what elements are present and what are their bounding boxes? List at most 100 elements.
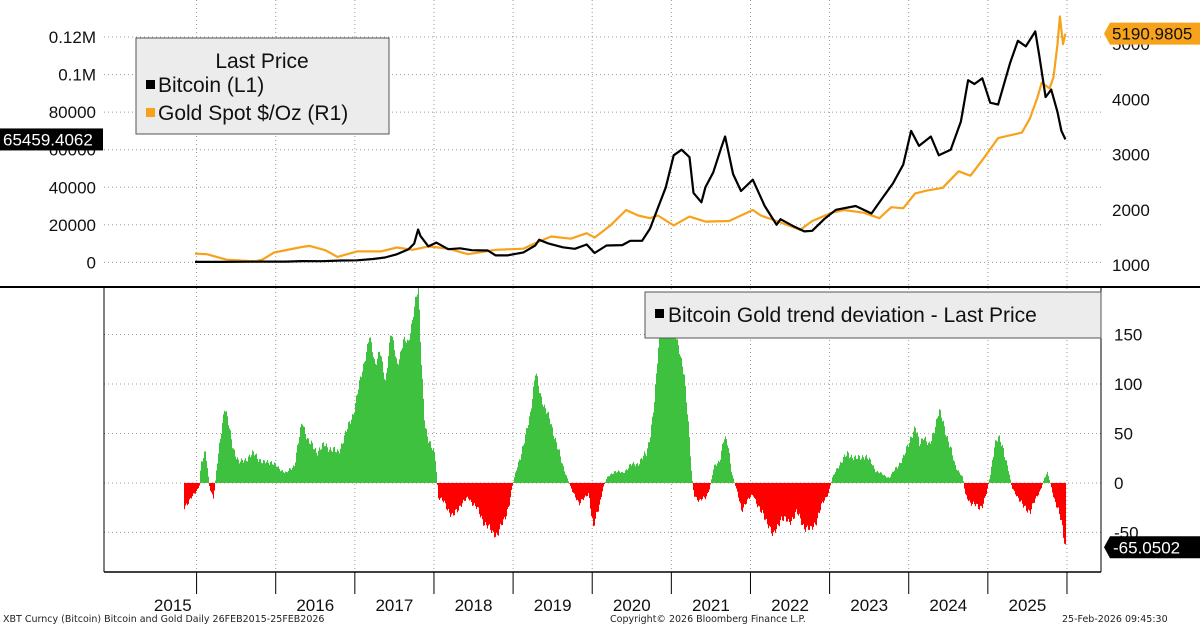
deviation-bar [1058,482,1059,508]
deviation-bar [863,457,864,483]
deviation-bar [602,482,603,492]
deviation-bar [764,482,765,520]
deviation-bar [757,482,758,508]
deviation-bar [512,482,513,486]
deviation-bar [363,363,364,483]
deviation-bar [267,460,268,483]
deviation-bar [926,441,927,483]
deviation-bar [653,412,654,483]
deviation-bar [940,410,941,483]
deviation-bar [588,482,589,494]
deviation-bar [443,482,444,503]
deviation-bar [213,482,214,499]
deviation-bar [899,462,900,483]
deviation-bar [324,446,325,483]
deviation-bar [521,454,522,483]
deviation-bar [723,442,724,483]
deviation-bar [335,451,336,483]
deviation-bar [684,374,685,483]
deviation-bar [489,482,490,525]
deviation-bar [646,456,647,483]
deviation-bar [297,445,298,483]
deviation-bar [365,360,366,483]
deviation-bar [927,444,928,483]
deviation-bar [230,430,231,483]
deviation-bar [376,364,377,483]
deviation-bar [454,482,455,516]
deviation-last-value-label: -65.0502 [1113,538,1180,557]
deviation-bar [731,471,732,483]
deviation-bar [717,463,718,483]
deviation-bar [561,462,562,483]
deviation-bar [878,472,879,483]
deviation-bar [821,482,822,504]
x-axis-year-label: 2016 [296,596,334,615]
deviation-bar [266,462,267,483]
deviation-bar [233,448,234,483]
deviation-bar [515,472,516,483]
deviation-bar [809,482,810,530]
deviation-bar [460,482,461,506]
deviation-bar [968,482,969,502]
deviation-bar [336,452,337,483]
deviation-bar [992,459,993,483]
deviation-bar [775,482,776,533]
deviation-bar [472,482,473,506]
deviation-bar [867,458,868,483]
deviation-bar [754,482,755,498]
deviation-bar [876,471,877,483]
deviation-bar [538,385,539,483]
deviation-bar [483,482,484,526]
deviation-bar [628,468,629,483]
deviation-bar [508,482,509,507]
deviation-bar [409,339,410,483]
deviation-bar [803,482,804,525]
deviation-bar [972,482,973,504]
deviation-bar [1060,482,1061,521]
deviation-bar [462,482,463,504]
right-axis-tick-label: 4000 [1112,90,1150,109]
deviation-bar [308,438,309,483]
deviation-bar [817,482,818,519]
deviation-bar [993,456,994,483]
deviation-bar [244,460,245,483]
deviation-bar [340,448,341,483]
deviation-bar [810,482,811,526]
deviation-bar [819,482,820,514]
deviation-bar [459,482,460,506]
deviation-bar [388,355,389,483]
deviation-bar [349,421,350,483]
deviation-bar [445,482,446,504]
deviation-bar [451,482,452,515]
deviation-bar [421,364,422,483]
deviation-bar [794,482,795,519]
deviation-bar [236,459,237,483]
deviation-bar [196,482,197,492]
deviation-bar [674,327,675,483]
deviation-bar [226,411,227,483]
deviation-bar [527,428,528,483]
deviation-bar [325,446,326,483]
deviation-bar [291,469,292,483]
deviation-bar [698,482,699,502]
deviation-bar [804,482,805,530]
deviation-bar [285,471,286,483]
deviation-bar [1016,482,1017,497]
right-axis-tick-label: 3000 [1112,146,1150,165]
deviation-bar [482,482,483,520]
deviation-bar [312,442,313,483]
deviation-bar [1025,482,1026,506]
deviation-bar [524,443,525,483]
deviation-bar [410,333,411,483]
deviation-bar [805,482,806,532]
deviation-bar [806,482,807,528]
deviation-bar [661,320,662,483]
deviation-bar [1052,482,1053,493]
deviation-bar [623,472,624,483]
deviation-bar [608,476,609,483]
deviation-bar [979,482,980,510]
deviation-bar [944,426,945,483]
deviation-bar [844,454,845,483]
deviation-bar [942,421,943,483]
deviation-bar [748,482,749,498]
